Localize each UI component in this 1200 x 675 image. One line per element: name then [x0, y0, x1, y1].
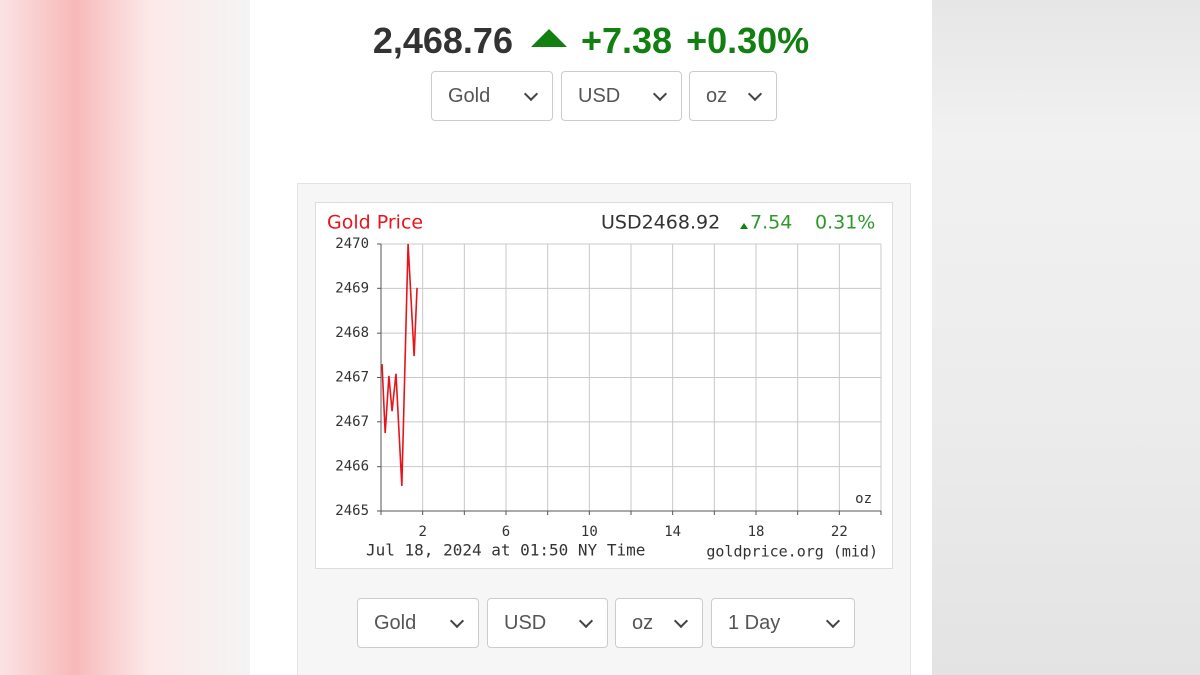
unit-label: oz: [855, 491, 872, 507]
percent: +0.30%: [686, 20, 810, 61]
price: 2,468.76: [372, 20, 513, 61]
y-tick-label: 2469: [335, 280, 369, 296]
source: goldprice.org (mid): [706, 543, 878, 561]
price-line: [381, 243, 418, 486]
price-header: 2,468.76 +7.38 +0.30%: [250, 20, 932, 62]
y-tick-label: 2466: [335, 459, 369, 475]
change: +7.38: [580, 20, 673, 61]
y-tick-label: 2467: [335, 414, 369, 430]
y-tick-label: 2468: [335, 325, 369, 341]
y-tick-label: 2470: [335, 236, 369, 252]
up-arrow: [740, 223, 748, 229]
background-right: [932, 0, 1200, 675]
up-arrow: [530, 29, 567, 47]
unit-select[interactable]: oz: [689, 71, 777, 121]
currency-select[interactable]: USD: [487, 598, 608, 648]
timestamp: Jul 18, 2024 at 01:50 NY Time: [366, 541, 645, 560]
x-tick-label: 10: [581, 524, 598, 540]
range-select[interactable]: 1 Day: [711, 598, 855, 648]
quote: USD2468.92: [601, 212, 720, 234]
quote-percent: 0.31%: [815, 212, 875, 234]
background-left: [0, 0, 250, 675]
x-tick-label: 14: [664, 524, 681, 540]
x-tick-label: 2: [418, 524, 426, 540]
currency-select[interactable]: USD: [561, 71, 682, 121]
x-tick-label: 6: [502, 524, 510, 540]
x-tick-label: 18: [748, 524, 765, 540]
unit-select[interactable]: oz: [615, 598, 703, 648]
metal-select[interactable]: Gold: [357, 598, 479, 648]
chart-title: Gold Price: [327, 212, 423, 234]
chart: Gold Price USD2468.92 7.54 0.31% oz Jul …: [315, 202, 893, 569]
metal-select[interactable]: Gold: [431, 71, 553, 121]
y-tick-label: 2467: [335, 370, 369, 386]
y-tick-label: 2465: [335, 503, 369, 519]
quote-change: 7.54: [750, 212, 792, 234]
x-tick-label: 22: [831, 524, 848, 540]
